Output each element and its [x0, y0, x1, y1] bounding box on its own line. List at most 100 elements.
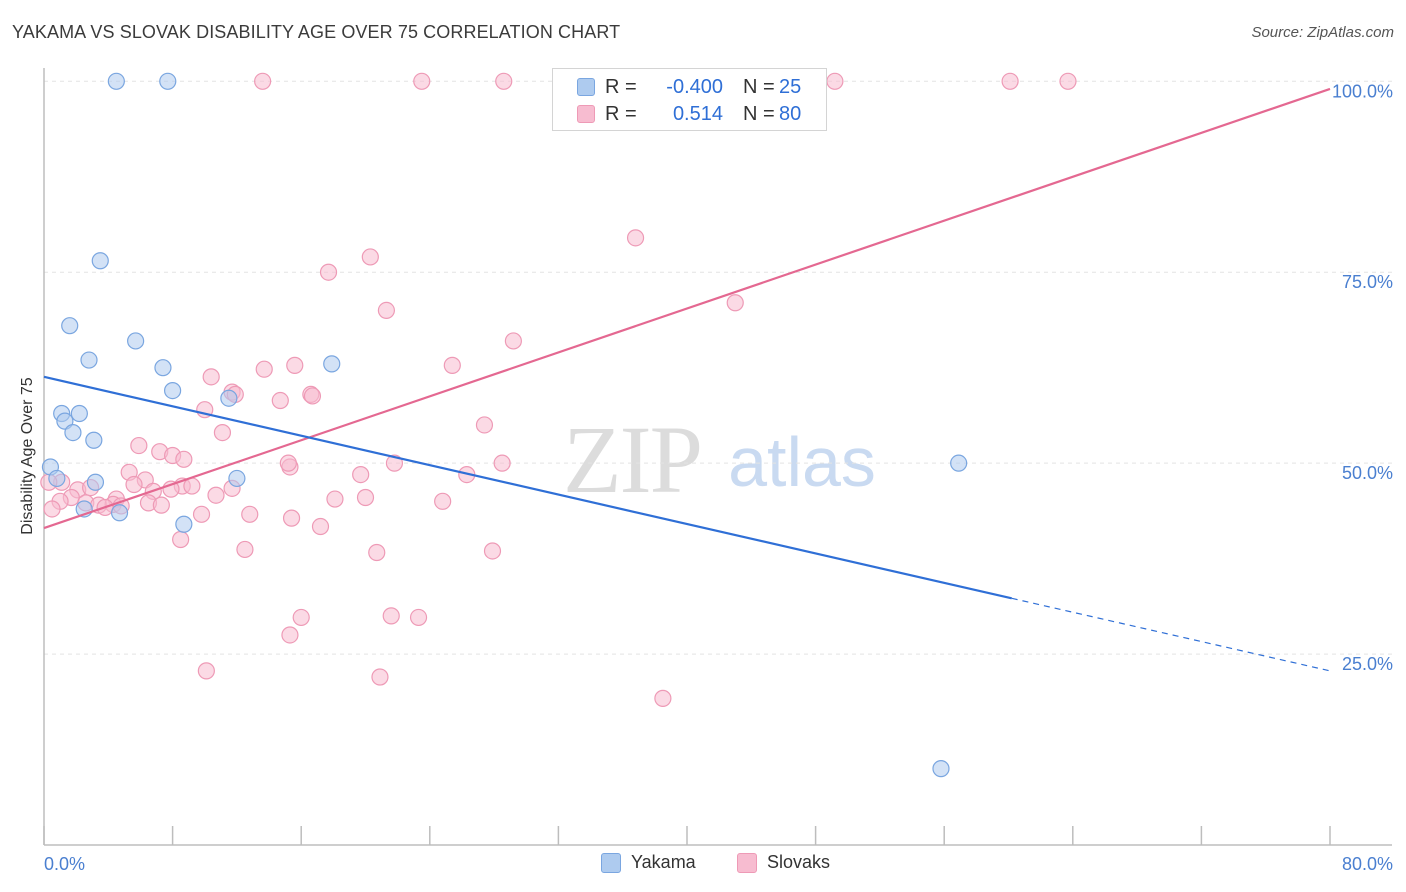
slovaks-point [483, 542, 502, 560]
slovaks-point [192, 505, 211, 523]
x-tick-label: 80.0% [1342, 854, 1393, 874]
slovaks-points [40, 72, 1077, 707]
yakama-legend-swatch [601, 852, 621, 873]
trend-lines [43, 87, 1331, 672]
x-tick-label: 0.0% [44, 854, 85, 874]
yakama-points [41, 72, 968, 778]
chart-title: YAKAMA VS SLOVAK DISABILITY AGE OVER 75 … [12, 22, 621, 42]
correlation-legend: R = -0.400 N = 25 R = 0.514 N = 80 [552, 68, 827, 131]
slovaks-point [493, 454, 511, 472]
yakama-point [107, 72, 125, 90]
yakama-swatch [577, 78, 595, 96]
slovaks-point [385, 454, 404, 472]
legend-r-value: -0.400 [666, 75, 723, 98]
watermark-zip: ZIP [563, 406, 701, 513]
slovaks-point [409, 608, 428, 627]
slovaks-point [443, 356, 461, 374]
yakama-point [175, 515, 193, 533]
legend-r-label: R = [605, 75, 637, 98]
slovaks-point [413, 72, 431, 90]
slovaks-point [356, 488, 375, 507]
slovaks-point [286, 356, 304, 374]
yakama-point [220, 389, 238, 407]
slovaks-point [172, 530, 190, 549]
slovaks-point [202, 368, 220, 386]
yakama-point [85, 431, 103, 449]
legend-n-label: N = [743, 102, 775, 125]
slovaks-point [125, 475, 143, 494]
legend-row-slovaks: R = 0.514 N = 80 [577, 103, 801, 125]
slovaks-point [130, 436, 148, 455]
legend-label-slovaks: Slovaks [767, 852, 831, 872]
y-tick-label: 25.0% [1342, 654, 1393, 674]
slovaks-point [377, 301, 395, 320]
slovaks-point [1001, 72, 1019, 90]
slovaks-point [371, 668, 389, 686]
slovaks-point [361, 248, 379, 266]
slovaks-point [626, 229, 645, 247]
slovaks-point [213, 423, 232, 442]
slovaks-point [281, 626, 299, 644]
slovaks-point [292, 608, 310, 627]
slovaks-point [726, 294, 744, 312]
slovaks-point [254, 72, 272, 90]
yakama-point [64, 423, 82, 442]
slovaks-point [368, 543, 386, 562]
yakama-point [86, 473, 105, 491]
yakama-point [48, 469, 66, 488]
legend-label-yakama: Yakama [631, 852, 696, 872]
y-tick-label: 100.0% [1332, 81, 1393, 101]
yakama-point [154, 359, 172, 377]
slovaks-point [1059, 72, 1077, 90]
yakama-point [950, 454, 968, 472]
slovaks-point [271, 391, 289, 410]
slovaks-trend-line [43, 87, 1331, 530]
slovaks-point [303, 387, 322, 405]
watermark-atlas: atlas [728, 423, 876, 501]
slovaks-point [434, 492, 452, 510]
yakama-point [127, 332, 145, 350]
slovaks-point [382, 607, 400, 625]
y-tick-label: 50.0% [1342, 463, 1393, 483]
legend-n-value: 80 [779, 102, 802, 125]
tick-labels: 25.0% 50.0% 75.0% 100.0% 0.0% 80.0% [44, 81, 1393, 874]
slovaks-point [352, 466, 370, 484]
yakama-point [61, 317, 79, 335]
yakama-point [110, 504, 129, 522]
legend-r-value: 0.514 [672, 102, 723, 125]
slovaks-point [241, 505, 259, 523]
legend-n-value: 25 [779, 75, 802, 98]
slovaks-point [236, 540, 254, 559]
yakama-point [228, 469, 246, 488]
slovaks-point [207, 486, 225, 504]
slovaks-point [152, 496, 170, 514]
yakama-point [159, 72, 177, 90]
slovaks-point [326, 490, 344, 508]
slovaks-point [504, 332, 522, 350]
legend-item-slovaks: Slovaks [737, 852, 830, 873]
slovaks-point [654, 689, 672, 707]
grid-lines [44, 80, 1392, 655]
series-legend: Yakama Slovaks [0, 852, 1406, 876]
slovaks-point [255, 360, 273, 378]
slovaks-point [197, 662, 215, 680]
y-tick-label: 75.0% [1342, 272, 1393, 292]
slovaks-point [175, 450, 193, 468]
yakama-point [932, 760, 950, 778]
slovaks-point [826, 72, 844, 90]
legend-n-label: N = [743, 75, 775, 98]
yakama-point [70, 404, 88, 423]
legend-r-label: R = [605, 102, 637, 125]
y-axis-label: Disability Age Over 75 [19, 377, 36, 535]
slovaks-point [475, 416, 494, 434]
slovaks-point [319, 263, 338, 281]
yakama-point [164, 381, 182, 400]
yakama-trend-extension [1011, 597, 1331, 672]
slovaks-legend-swatch [737, 852, 757, 873]
slovaks-point [43, 500, 61, 518]
yakama-trend-line [43, 375, 1012, 600]
yakama-point [80, 351, 98, 369]
slovaks-point [311, 517, 330, 536]
axes [43, 68, 1392, 846]
